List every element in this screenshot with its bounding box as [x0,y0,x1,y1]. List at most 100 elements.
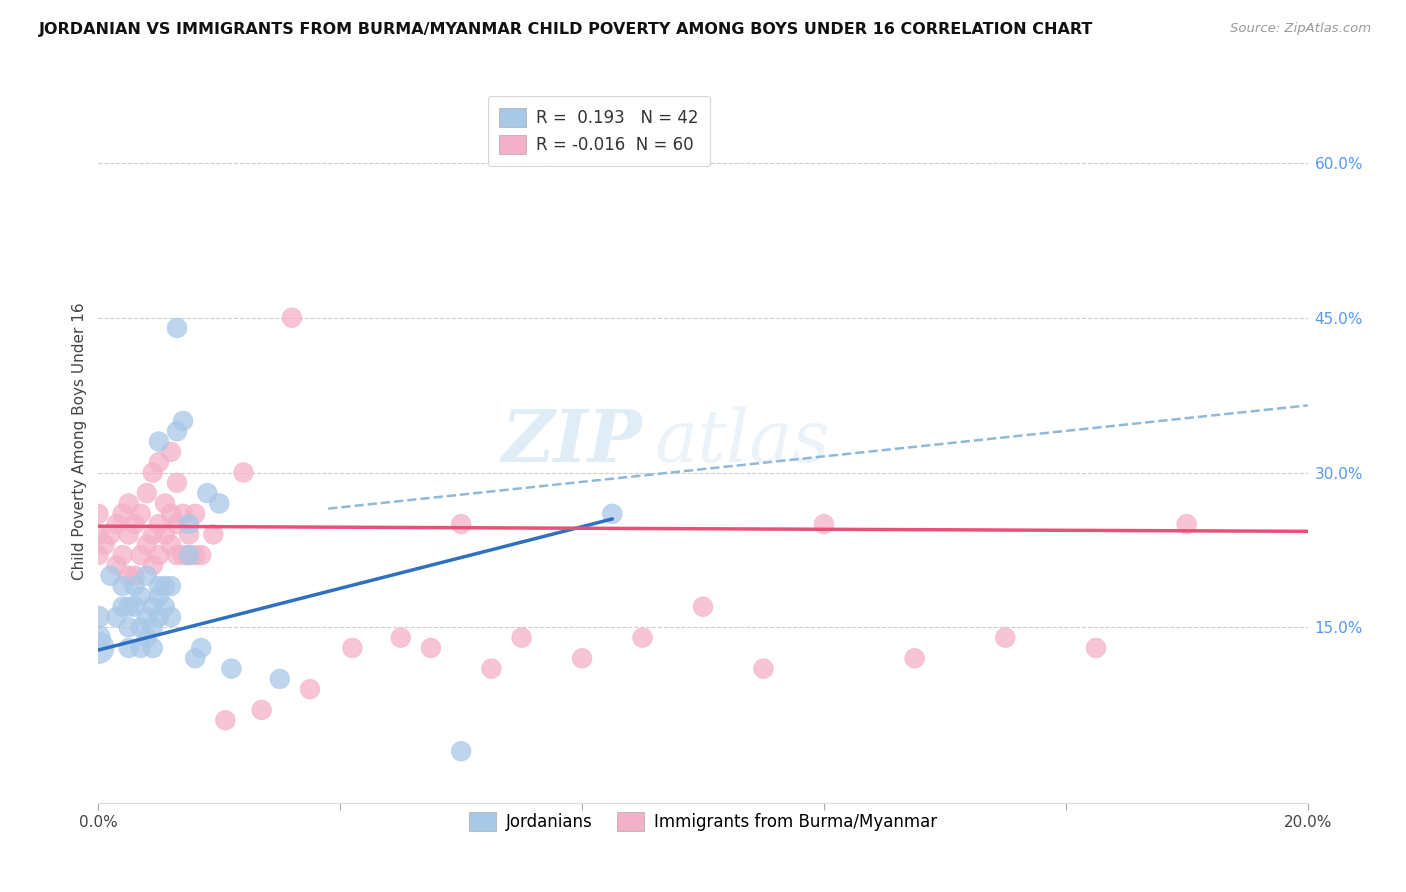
Point [813,517,835,532]
Point [135,538,157,552]
Point [153,599,176,614]
Point [692,599,714,614]
Text: atlas: atlas [655,406,830,477]
Point [142,527,165,541]
Point [190,640,212,655]
Point [752,662,775,676]
Point [111,599,134,614]
Point [142,599,165,614]
Point [129,590,152,604]
Point [389,631,412,645]
Point [118,640,141,655]
Point [208,496,231,510]
Point [172,414,194,428]
Point [124,579,146,593]
Point [160,579,183,593]
Point [111,579,134,593]
Point [148,517,170,532]
Point [135,568,157,582]
Point [1175,517,1198,532]
Point [105,610,128,624]
Point [184,651,207,665]
Point [160,507,183,521]
Point [142,640,165,655]
Point [148,610,170,624]
Point [142,558,165,573]
Point [129,548,152,562]
Point [118,527,141,541]
Point [124,568,146,582]
Point [202,527,225,541]
Point [1085,640,1108,655]
Point [135,486,157,500]
Point [179,548,201,562]
Point [179,517,201,532]
Point [135,610,157,624]
Point [100,527,122,541]
Point [269,672,291,686]
Point [184,507,207,521]
Point [153,496,176,510]
Point [160,445,183,459]
Point [190,548,212,562]
Point [111,507,134,521]
Point [105,558,128,573]
Point [87,631,110,645]
Point [118,599,141,614]
Point [450,517,472,532]
Point [631,631,654,645]
Point [160,538,183,552]
Point [153,579,176,593]
Point [124,517,146,532]
Point [904,651,927,665]
Point [142,466,165,480]
Point [281,310,304,325]
Point [166,424,188,438]
Point [129,620,152,634]
Point [195,486,218,500]
Legend: Jordanians, Immigrants from Burma/Myanmar: Jordanians, Immigrants from Burma/Myanma… [463,805,943,838]
Point [87,610,110,624]
Point [118,496,141,510]
Point [179,548,201,562]
Text: ZIP: ZIP [502,406,643,477]
Point [166,548,188,562]
Point [100,568,122,582]
Point [214,713,236,727]
Point [87,527,110,541]
Point [450,744,472,758]
Point [148,548,170,562]
Point [602,507,624,521]
Point [148,579,170,593]
Point [342,640,364,655]
Point [87,640,110,655]
Point [118,620,141,634]
Point [93,538,115,552]
Point [87,548,110,562]
Point [299,682,322,697]
Point [481,662,503,676]
Point [135,631,157,645]
Point [250,703,273,717]
Point [148,434,170,449]
Point [221,662,243,676]
Point [105,517,128,532]
Point [184,548,207,562]
Y-axis label: Child Poverty Among Boys Under 16: Child Poverty Among Boys Under 16 [72,302,87,581]
Point [571,651,593,665]
Text: JORDANIAN VS IMMIGRANTS FROM BURMA/MYANMAR CHILD POVERTY AMONG BOYS UNDER 16 COR: JORDANIAN VS IMMIGRANTS FROM BURMA/MYANM… [39,22,1094,37]
Point [420,640,443,655]
Point [160,610,183,624]
Point [142,620,165,634]
Point [510,631,533,645]
Point [124,599,146,614]
Text: Source: ZipAtlas.com: Source: ZipAtlas.com [1230,22,1371,36]
Point [129,640,152,655]
Point [148,455,170,469]
Point [172,548,194,562]
Point [153,527,176,541]
Point [148,590,170,604]
Point [994,631,1017,645]
Point [166,517,188,532]
Point [118,568,141,582]
